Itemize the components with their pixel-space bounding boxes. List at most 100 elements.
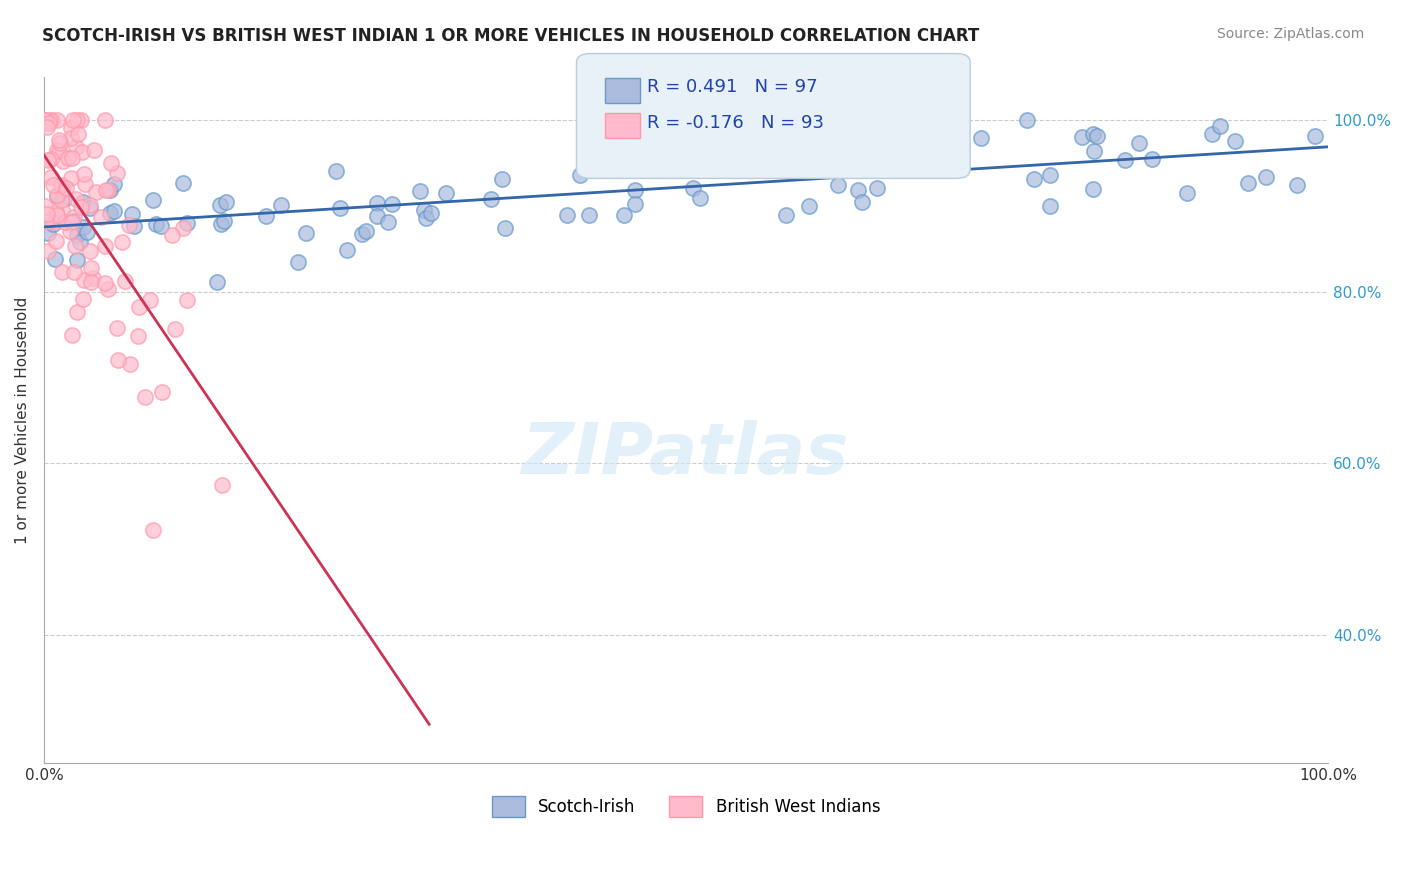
Point: [970, 131, 993, 145]
Text: Source: ZipAtlas.com: Source: ZipAtlas.com: [1216, 27, 1364, 41]
Point: [624, 197, 647, 211]
Point: [211, 478, 233, 492]
Point: [287, 254, 309, 268]
Point: [51, 265, 73, 279]
Point: [1128, 136, 1150, 150]
Point: [205, 275, 228, 289]
Point: [59, 121, 82, 136]
Point: [56, 151, 79, 165]
Point: [160, 227, 183, 242]
Point: [121, 207, 143, 221]
Point: [37, 244, 59, 258]
Point: [105, 166, 128, 180]
Point: [38, 116, 60, 130]
Point: [145, 217, 167, 231]
Point: [51, 202, 73, 217]
Y-axis label: 1 or more Vehicles in Household: 1 or more Vehicles in Household: [15, 297, 30, 544]
Point: [65, 252, 87, 267]
Point: [97, 282, 120, 296]
Point: [37, 153, 59, 168]
Point: [295, 227, 318, 241]
Point: [48, 133, 70, 147]
Point: [329, 201, 352, 215]
Point: [111, 235, 134, 250]
Point: [613, 208, 636, 222]
Point: [97, 183, 120, 197]
Point: [945, 153, 967, 168]
Point: [66, 304, 89, 318]
Point: [929, 141, 952, 155]
Point: [34, 113, 56, 128]
Point: [1177, 186, 1199, 201]
Point: [48, 144, 70, 158]
Point: [412, 202, 434, 217]
Point: [39, 152, 62, 166]
Point: [215, 194, 238, 209]
Point: [142, 524, 165, 538]
Point: [49, 136, 72, 150]
Point: [49, 178, 72, 192]
Point: [34, 113, 56, 128]
Point: [55, 215, 77, 229]
Point: [1085, 128, 1108, 143]
Point: [1237, 177, 1260, 191]
Point: [52, 180, 75, 194]
Point: [325, 164, 347, 178]
Point: [434, 186, 457, 200]
Point: [94, 113, 117, 128]
Point: [72, 292, 94, 306]
Point: [775, 208, 797, 222]
Point: [1081, 127, 1104, 141]
Point: [65, 140, 87, 154]
Point: [79, 275, 101, 289]
Point: [209, 217, 232, 231]
Point: [799, 199, 821, 213]
Point: [79, 198, 101, 212]
Point: [904, 155, 927, 169]
Point: [630, 161, 652, 175]
Point: [366, 210, 388, 224]
Point: [142, 193, 165, 207]
Point: [46, 113, 69, 128]
Point: [63, 265, 86, 279]
Point: [79, 261, 101, 276]
Point: [118, 219, 141, 233]
Point: [69, 235, 91, 249]
Text: SCOTCH-IRISH VS BRITISH WEST INDIAN 1 OR MORE VEHICLES IN HOUSEHOLD CORRELATION : SCOTCH-IRISH VS BRITISH WEST INDIAN 1 OR…: [42, 27, 980, 45]
Point: [354, 224, 377, 238]
Point: [60, 327, 83, 342]
Point: [336, 243, 359, 257]
Point: [415, 211, 437, 225]
Point: [34, 113, 56, 128]
Legend: Scotch-Irish, British West Indians: Scotch-Irish, British West Indians: [485, 789, 887, 823]
Point: [34, 198, 56, 212]
Point: [67, 127, 90, 141]
Point: [139, 293, 162, 307]
Point: [73, 167, 96, 181]
Point: [98, 183, 121, 197]
Point: [150, 219, 173, 234]
Point: [35, 207, 58, 221]
Point: [152, 384, 174, 399]
Point: [45, 204, 67, 219]
Point: [114, 275, 136, 289]
Point: [172, 220, 194, 235]
Point: [37, 226, 59, 240]
Point: [555, 208, 578, 222]
Point: [381, 197, 404, 211]
Point: [72, 194, 94, 209]
Point: [1285, 178, 1308, 193]
Point: [707, 163, 730, 178]
Point: [866, 181, 889, 195]
Point: [45, 188, 67, 202]
Point: [100, 206, 122, 220]
Point: [127, 329, 149, 343]
Point: [60, 151, 83, 165]
Point: [41, 113, 63, 128]
Point: [72, 145, 94, 159]
Point: [66, 113, 89, 128]
Point: [103, 177, 125, 191]
Point: [45, 234, 67, 248]
Point: [682, 181, 704, 195]
Point: [65, 192, 87, 206]
